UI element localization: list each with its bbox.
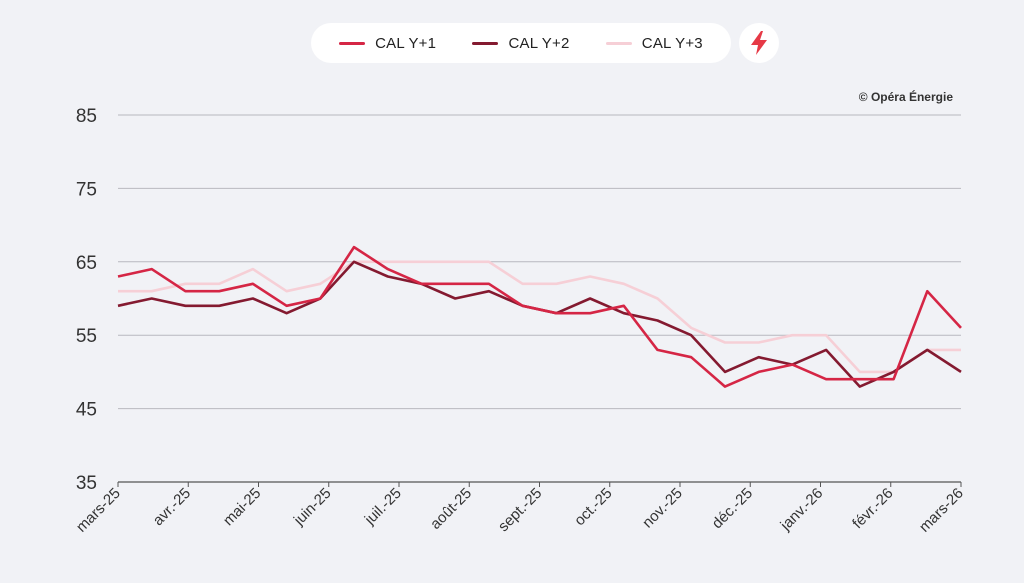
legend-swatch-cal-y2 — [472, 41, 499, 45]
legend-label-cal-y3: CAL Y+3 — [641, 34, 703, 52]
x-tick-label: août-25 — [427, 485, 475, 533]
series-line-cal-y-3 — [118, 260, 961, 374]
x-tick-label: oct.-25 — [571, 485, 615, 529]
legend-label-cal-y2: CAL Y+2 — [508, 34, 570, 52]
y-tick-label: 75 — [76, 179, 97, 200]
x-tick-label: févr.-26 — [849, 485, 896, 532]
legend-item-cal-y3[interactable]: CAL Y+3 — [605, 34, 703, 52]
y-tick-label: 65 — [76, 253, 97, 274]
series-line-cal-y-2 — [117, 260, 962, 388]
legend-swatch-cal-y3 — [605, 41, 632, 45]
y-tick-label: 85 — [76, 106, 97, 127]
x-tick-label: avr.-25 — [150, 485, 194, 529]
x-tick-label: janv.-26 — [777, 485, 827, 535]
legend-item-cal-y2[interactable]: CAL Y+2 — [472, 35, 569, 52]
x-tick-label: mai-25 — [220, 485, 264, 529]
copyright-label: © Opéra Énergie — [858, 90, 953, 104]
lightning-bolt-icon — [751, 31, 767, 55]
legend-swatch-cal-y1 — [339, 41, 366, 45]
electricity-filter-button[interactable] — [739, 23, 779, 63]
x-tick-label: juin-25 — [290, 485, 335, 530]
x-tick-label: nov.-25 — [639, 485, 686, 532]
x-tick-label: déc.-25 — [709, 485, 756, 532]
legend-item-cal-y1[interactable]: CAL Y+1 — [339, 35, 436, 52]
y-tick-label: 55 — [76, 326, 97, 347]
y-tick-label: 35 — [76, 473, 97, 494]
x-tick-label: juil.-25 — [361, 485, 405, 529]
legend-label-cal-y1: CAL Y+1 — [375, 34, 437, 52]
x-tick-label: sept.-25 — [495, 485, 545, 535]
series-line-cal-y-1 — [117, 245, 962, 388]
x-tick-label: mars-26 — [916, 485, 967, 536]
y-tick-label: 45 — [76, 400, 97, 421]
chart-legend: CAL Y+1 CAL Y+2 CAL Y+3 — [311, 23, 731, 63]
